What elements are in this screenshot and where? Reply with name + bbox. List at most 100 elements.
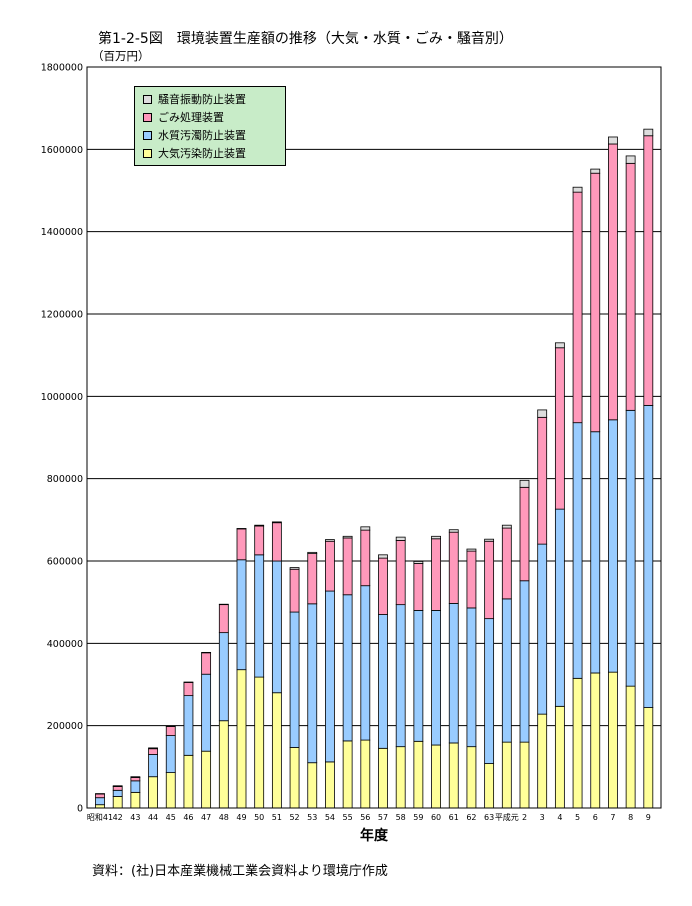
x-tick-label: 46 bbox=[183, 813, 193, 822]
bar-segment bbox=[130, 791, 141, 809]
bar-stack bbox=[183, 681, 194, 809]
bar-stack bbox=[395, 536, 406, 809]
bar-segment bbox=[395, 604, 406, 748]
x-tick-label: 49 bbox=[236, 813, 246, 822]
bar-stack bbox=[165, 725, 176, 809]
legend-label: 騒音振動防止装置 bbox=[158, 93, 246, 106]
bar-stack bbox=[130, 776, 141, 809]
bar-segment bbox=[448, 742, 459, 809]
bar-segment bbox=[360, 529, 371, 587]
bar-segment bbox=[590, 168, 601, 174]
bar-stack bbox=[271, 521, 282, 809]
bar-segment bbox=[378, 554, 388, 559]
x-tick-label: 3 bbox=[540, 813, 545, 822]
bar-segment bbox=[501, 524, 512, 529]
bar-segment bbox=[643, 707, 654, 809]
bar-segment bbox=[395, 536, 406, 541]
bar-segment bbox=[112, 789, 123, 797]
bar-segment bbox=[590, 431, 601, 674]
bar-segment bbox=[342, 740, 353, 809]
bar-segment bbox=[413, 561, 424, 564]
bar-segment bbox=[360, 739, 371, 809]
bar-segment bbox=[395, 540, 406, 606]
bar-segment bbox=[466, 548, 477, 552]
bar-segment bbox=[537, 713, 548, 809]
bar-segment bbox=[378, 614, 388, 749]
bar-segment bbox=[254, 676, 265, 809]
x-tick-label: 58 bbox=[396, 813, 406, 822]
x-tick-label: 44 bbox=[148, 813, 158, 822]
bar-stack bbox=[448, 529, 459, 809]
bar-segment bbox=[130, 776, 141, 778]
bar-segment bbox=[271, 521, 282, 524]
bar-segment bbox=[484, 618, 495, 764]
x-tick-labels: 昭和41 42 43 44 45 46 47 48 49 50 51 52 53 54 55 56 57 58 59… bbox=[87, 812, 651, 822]
bar-stack bbox=[554, 342, 565, 809]
bar-segment bbox=[112, 786, 123, 791]
bar-segment bbox=[501, 741, 512, 809]
legend-swatch bbox=[143, 130, 152, 140]
x-tick-label: 6 bbox=[593, 813, 598, 822]
bar-segment bbox=[625, 685, 636, 809]
y-tick-label: 0 bbox=[77, 804, 83, 815]
bar-stack bbox=[289, 567, 300, 809]
y-tick-label: 1400000 bbox=[41, 227, 83, 238]
bar-segment bbox=[519, 580, 530, 743]
bar-segment bbox=[307, 551, 318, 554]
bar-stack bbox=[236, 528, 247, 809]
bar-segment bbox=[289, 567, 300, 570]
x-tick-label: 8 bbox=[628, 813, 633, 822]
bar-segment bbox=[484, 540, 495, 620]
bar-segment bbox=[608, 671, 618, 809]
bar-segment bbox=[448, 603, 459, 744]
y-tick-label: 800000 bbox=[47, 474, 83, 485]
bar-segment bbox=[608, 143, 618, 421]
y-tick-label: 1600000 bbox=[41, 145, 83, 156]
bar-segment bbox=[448, 531, 459, 604]
gridlines bbox=[87, 148, 661, 727]
bar-segment bbox=[254, 525, 265, 556]
bar-segment bbox=[236, 559, 247, 671]
legend-item: 大気汚染防止装置 bbox=[143, 145, 246, 161]
bar-segment bbox=[236, 669, 247, 809]
bar-segment bbox=[431, 538, 441, 611]
plot-frame bbox=[86, 66, 662, 809]
bar-segment bbox=[395, 746, 406, 809]
bar-segment bbox=[130, 777, 141, 782]
bar-stack bbox=[148, 747, 158, 809]
bar-segment bbox=[148, 748, 158, 755]
bar-segment bbox=[501, 527, 512, 600]
bar-segment bbox=[271, 522, 282, 562]
y-tick-label: 1000000 bbox=[41, 392, 83, 403]
bar-stack bbox=[254, 524, 265, 809]
bar-segment bbox=[625, 155, 636, 164]
bar-segment bbox=[307, 603, 318, 764]
bar-stack bbox=[466, 548, 477, 809]
bar-segment bbox=[325, 539, 335, 542]
legend-label: ごみ処理装置 bbox=[158, 111, 224, 124]
bar-segment bbox=[218, 720, 229, 809]
bar-stack bbox=[519, 479, 530, 809]
bar-segment bbox=[431, 610, 441, 746]
bar-segment bbox=[112, 785, 123, 787]
bar-segment bbox=[608, 136, 618, 145]
bar-segment bbox=[360, 585, 371, 741]
bar-segment bbox=[519, 486, 530, 582]
bar-segment bbox=[572, 186, 583, 193]
bar-segment bbox=[484, 763, 495, 809]
bar-segment bbox=[413, 610, 424, 742]
bar-segment bbox=[148, 754, 158, 778]
bar-segment bbox=[289, 568, 300, 613]
x-tick-label: 60 bbox=[431, 813, 441, 822]
bar-segment bbox=[519, 479, 530, 488]
bar-segment bbox=[572, 677, 583, 809]
bar-segment bbox=[307, 553, 318, 605]
legend: 騒音振動防止装置 ごみ処理装置 水質汚濁防止装置 大気汚染防止装置 bbox=[134, 86, 286, 166]
x-tick-label: 61 bbox=[449, 813, 459, 822]
bar-stack bbox=[625, 155, 636, 809]
bar-segment bbox=[360, 526, 371, 531]
bar-segment bbox=[254, 554, 265, 678]
bar-segment bbox=[325, 540, 335, 592]
bar-segment bbox=[625, 409, 636, 687]
x-tick-label: 55 bbox=[343, 813, 353, 822]
